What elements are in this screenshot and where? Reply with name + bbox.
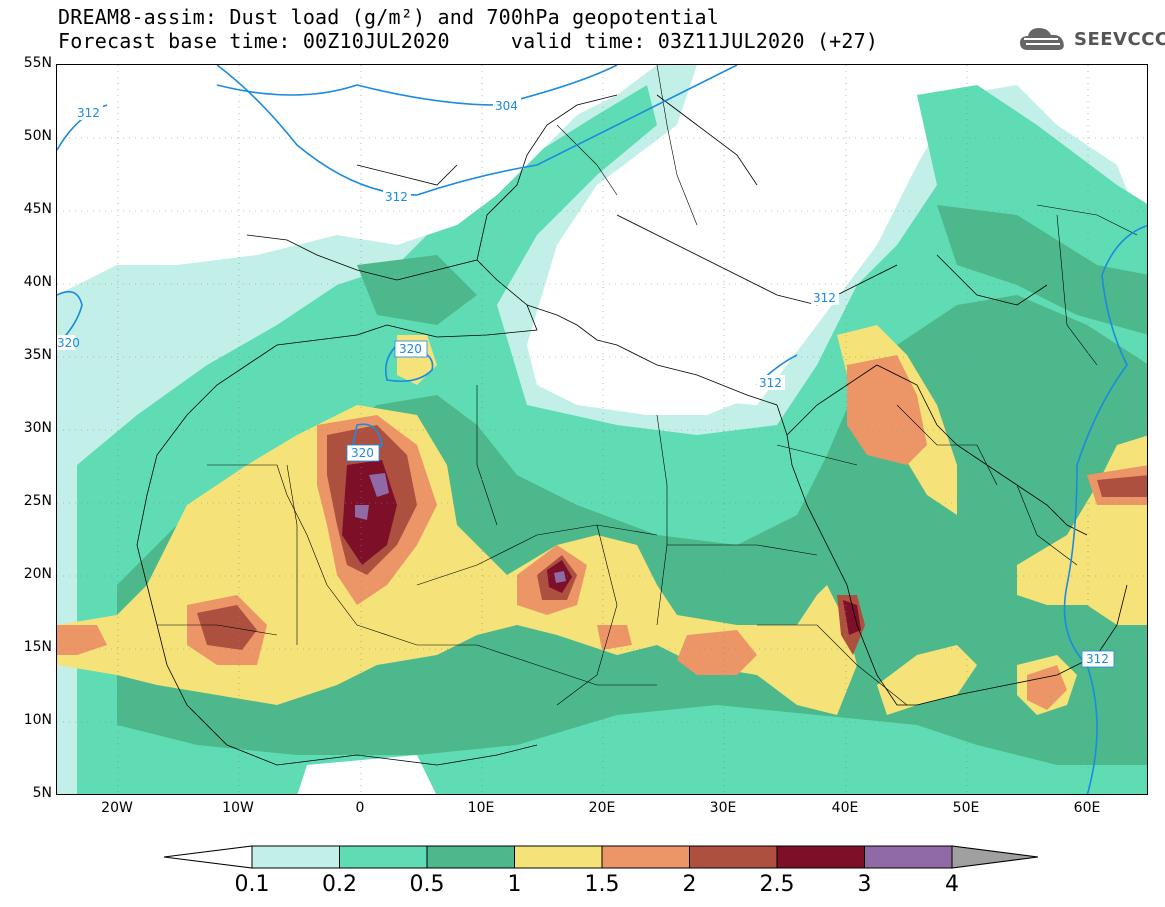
colorbar-segment (776, 845, 865, 869)
colorbar-segment (339, 845, 428, 869)
contour-304 (216, 65, 618, 106)
contour-label: 320 (399, 342, 422, 356)
lon-label-60e: 60E (1073, 800, 1101, 816)
colorbar-tick-label: 4 (945, 872, 959, 897)
dust-map: 312 304 312 312 320 320 320 312 312 (56, 64, 1148, 795)
colorbar-over-arrow (951, 845, 1039, 869)
lat-label-5n: 5N (32, 785, 52, 801)
colorbar-tick-label: 0.5 (409, 872, 445, 897)
colorbar-segment (251, 845, 340, 869)
contour-312-east (1063, 224, 1147, 794)
colorbar-segment (514, 845, 603, 869)
country-borders (157, 65, 1138, 706)
colorbar-tick-label: 1.5 (584, 872, 620, 897)
lat-label-10n: 10N (23, 712, 52, 728)
lat-label-35n: 35N (23, 347, 52, 363)
dust-colorbar (163, 845, 1039, 869)
clear-areas (57, 65, 1147, 794)
dust-map-canvas: 312 304 312 312 320 320 320 312 312 (57, 65, 1147, 794)
contour-label: 320 (351, 446, 374, 460)
contour-label: 312 (1086, 652, 1109, 666)
graticule (57, 65, 1147, 794)
colorbar-segment (601, 845, 690, 869)
colorbar-segment (426, 845, 515, 869)
lat-label-30n: 30N (23, 420, 52, 436)
lon-label-10w: 10W (222, 800, 254, 816)
seevccc-logo: SEEVCCC (1018, 24, 1165, 54)
lat-label-55n: 55N (23, 55, 52, 71)
logo-text: SEEVCCC (1074, 28, 1165, 50)
lat-label-25n: 25N (23, 493, 52, 509)
contour-label: 320 (57, 336, 80, 350)
lon-label-0: 0 (355, 800, 365, 816)
colorbar-tick-label: 2.5 (759, 872, 795, 897)
lon-label-20e: 20E (588, 800, 616, 816)
contour-labels: 312 304 312 312 320 320 320 312 312 (57, 98, 1115, 668)
lat-label-20n: 20N (23, 566, 52, 582)
colorbar-tick-label: 1 (507, 872, 522, 897)
lat-label-15n: 15N (23, 639, 52, 655)
contour-label: 312 (813, 291, 836, 305)
colorbar-segment (864, 845, 953, 869)
colorbar-segments (251, 845, 953, 869)
lat-label-45n: 45N (23, 201, 52, 217)
contour-label: 304 (495, 99, 518, 113)
contour-320-west (57, 290, 83, 346)
contour-312-north (216, 65, 738, 196)
lon-label-20w: 20W (101, 800, 133, 816)
colorbar-tick-label: 3 (857, 872, 872, 897)
colorbar-tick-label: 0.1 (234, 872, 270, 897)
contour-label: 312 (77, 106, 100, 120)
lon-label-40e: 40E (831, 800, 859, 816)
map-title: DREAM8-assim: Dust load (g/m²) and 700hP… (58, 5, 720, 29)
lon-label-50e: 50E (952, 800, 980, 816)
lon-label-30e: 30E (709, 800, 737, 816)
lat-label-40n: 40N (23, 274, 52, 290)
colorbar-under-arrow (163, 845, 253, 869)
colorbar-segment (689, 845, 778, 869)
colorbar-tick-label: 2 (682, 872, 697, 897)
cloud-icon (1020, 28, 1064, 50)
colorbar-tick-label: 0.2 (322, 872, 357, 897)
contour-label: 312 (759, 376, 782, 390)
forecast-time-line: Forecast base time: 00Z10JUL2020 valid t… (58, 29, 879, 53)
dust-band-3 (355, 473, 566, 583)
lat-label-50n: 50N (23, 128, 52, 144)
lon-label-10e: 10E (467, 800, 495, 816)
contour-label: 312 (385, 190, 408, 204)
